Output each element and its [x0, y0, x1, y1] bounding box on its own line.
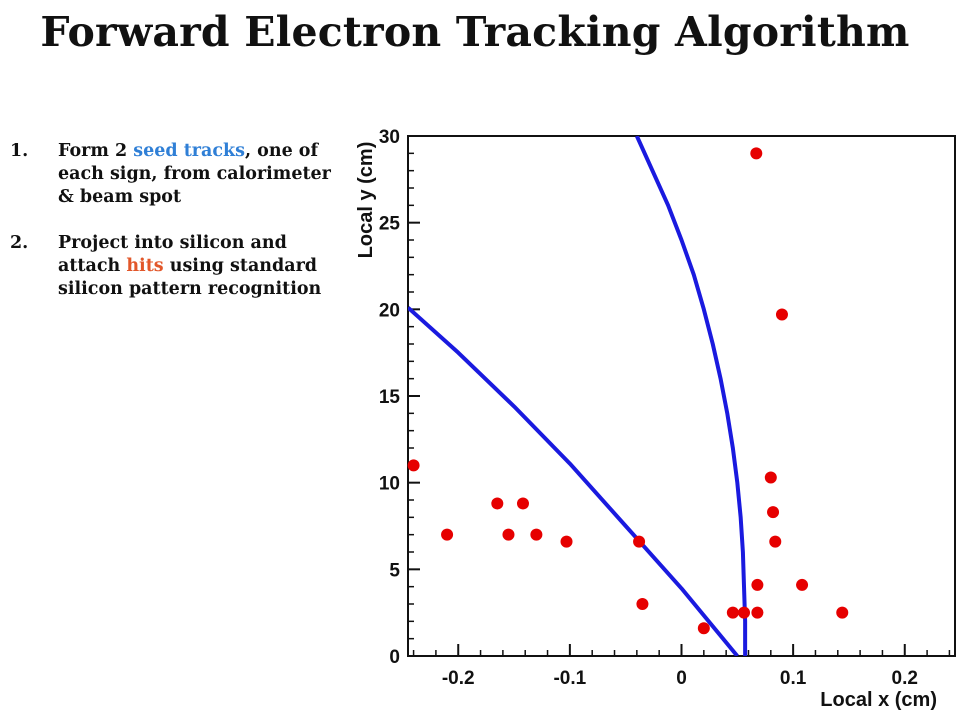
- y-tick-label: 25: [379, 214, 401, 235]
- x-axis: -0.2 -0.1 0 0.1 0.2: [412, 644, 951, 689]
- bullet-list: 1. Form 2 seed tracks, one of each sign,…: [10, 140, 340, 324]
- hit-point: [767, 506, 780, 519]
- y-tick-label: 0: [389, 647, 400, 668]
- bullet-item-2: 2. Project into silicon and attach hits …: [10, 232, 340, 301]
- hit-point: [796, 578, 809, 591]
- y-tick-label: 10: [379, 474, 400, 495]
- hit-point: [560, 535, 573, 548]
- seed-tracks: [408, 136, 748, 656]
- y-axis-label: Local y (cm): [355, 142, 377, 259]
- hit-points: [407, 147, 849, 635]
- hit-point: [738, 606, 751, 619]
- bullet-number: 1.: [10, 141, 29, 161]
- y-tick-label: 30: [379, 127, 400, 148]
- bullet-text: Form 2 seed tracks, one of each sign, fr…: [58, 140, 340, 209]
- hit-point: [633, 535, 646, 548]
- plot-frame: [407, 135, 956, 657]
- hit-point: [491, 497, 504, 510]
- x-tick-label: -0.1: [553, 668, 586, 689]
- bullet-text-segment: using standard silicon pattern recogniti…: [58, 256, 322, 299]
- hit-point: [726, 606, 739, 619]
- hit-point: [751, 578, 764, 591]
- hit-point: [516, 497, 529, 510]
- hit-point: [769, 535, 782, 548]
- bullet-number: 2.: [10, 233, 29, 253]
- bullet-text-segment: Form 2: [58, 141, 134, 161]
- hits-highlight: hits: [126, 256, 164, 276]
- hit-point: [407, 459, 420, 472]
- x-tick-label: 0.2: [892, 668, 918, 689]
- hit-point: [441, 528, 454, 541]
- slide-title: Forward Electron Tracking Algorithm: [40, 8, 910, 56]
- hit-point: [751, 606, 764, 619]
- hit-point: [502, 528, 515, 541]
- seed-track-line-2: [635, 136, 748, 656]
- bullet-text-segment: Project into silicon and attach: [58, 233, 287, 276]
- hit-point: [697, 622, 710, 635]
- y-tick-label: 20: [379, 300, 400, 321]
- hit-point: [836, 606, 849, 619]
- seed-tracks-highlight: seed tracks: [133, 141, 245, 161]
- hit-point: [775, 308, 788, 321]
- hit-point: [764, 471, 777, 484]
- x-tick-label: 0.1: [780, 668, 807, 689]
- bullet-text: Project into silicon and attach hits usi…: [58, 232, 340, 301]
- hit-point: [530, 528, 543, 541]
- seed-track-line-1: [408, 306, 739, 656]
- x-tick-label: -0.2: [442, 668, 475, 689]
- x-axis-label: Local x (cm): [820, 689, 937, 711]
- y-tick-label: 5: [389, 560, 400, 581]
- y-axis: 0 5 10 15 20 25 30: [379, 127, 420, 668]
- hit-point: [636, 598, 649, 610]
- hit-point: [750, 147, 763, 160]
- bullet-text-segment: , one of each sign, from calorimeter & b…: [58, 141, 331, 207]
- y-tick-label: 15: [379, 387, 401, 408]
- x-tick-label: 0: [676, 668, 687, 689]
- bullet-item-1: 1. Form 2 seed tracks, one of each sign,…: [10, 140, 340, 209]
